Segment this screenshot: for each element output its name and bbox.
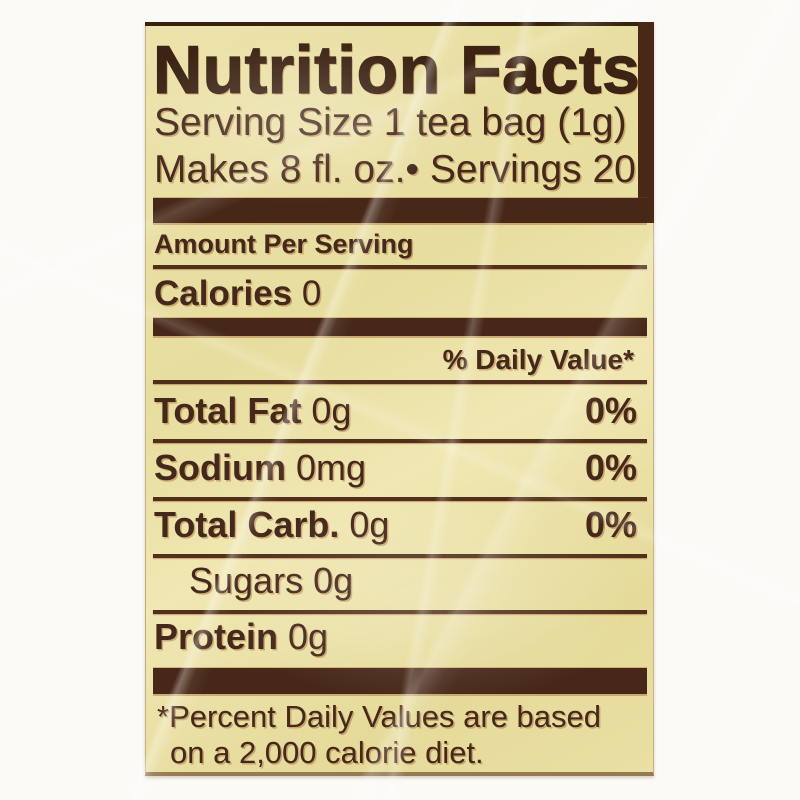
nutrient-amount: 0g — [349, 504, 390, 545]
header-divider-bar — [153, 198, 647, 223]
footnote-line-2: on a 2,000 calorie diet. — [170, 735, 484, 770]
footnote-line-1: *Percent Daily Values are based — [157, 699, 602, 734]
thin-rule — [153, 265, 647, 269]
thin-rule — [153, 554, 647, 558]
nutrient-name: Protein — [154, 616, 279, 657]
nutrient-amount: 0g — [313, 560, 354, 601]
calories-row: Calories 0 — [154, 276, 321, 311]
nutrient-name: Sodium — [154, 447, 286, 488]
thin-rule — [153, 497, 647, 501]
label-right-edge-strip — [638, 22, 654, 223]
thin-rule — [153, 380, 647, 384]
nutrient-daily-value: 0% — [584, 447, 637, 488]
nutrient-amount: 0mg — [296, 447, 367, 488]
nutrient-row-sodium: Sodium 0mg 0% — [154, 450, 637, 486]
nutrient-row-total-carb: Total Carb. 0g 0% — [154, 507, 637, 543]
nutrient-row-total-fat: Total Fat 0g 0% — [154, 393, 637, 429]
serving-size-line: Serving Size 1 tea bag (1g) — [154, 101, 627, 144]
label-title: Nutrition Facts — [152, 32, 641, 108]
nutrient-amount: 0g — [288, 616, 329, 657]
thin-rule — [153, 610, 647, 614]
footnote: *Percent Daily Values are based on a 2,0… — [157, 699, 601, 771]
footnote-divider-bar — [153, 668, 647, 694]
nutrient-row-protein: Protein 0g — [154, 619, 637, 655]
calories-value: 0 — [301, 274, 322, 313]
nutrient-name: Sugars — [189, 560, 304, 601]
calories-divider-bar — [153, 318, 647, 336]
nutrient-name: Total Carb. — [154, 504, 340, 545]
label-top-border — [145, 22, 654, 26]
daily-value-header: % Daily Value* — [442, 344, 634, 375]
thin-rule — [153, 439, 647, 443]
nutrient-amount: 0g — [311, 390, 352, 431]
amount-per-serving-label: Amount Per Serving — [154, 229, 414, 259]
calories-label: Calories — [154, 274, 293, 313]
nutrition-label: Nutrition Facts Serving Size 1 tea bag (… — [145, 22, 654, 776]
nutrient-daily-value: 0% — [584, 390, 637, 431]
nutrient-name: Total Fat — [154, 390, 302, 431]
servings-line: Makes 8 fl. oz.• Servings 20 — [154, 148, 636, 191]
nutrient-daily-value: 0% — [584, 504, 637, 545]
nutrient-row-sugars: Sugars 0g — [189, 563, 637, 599]
